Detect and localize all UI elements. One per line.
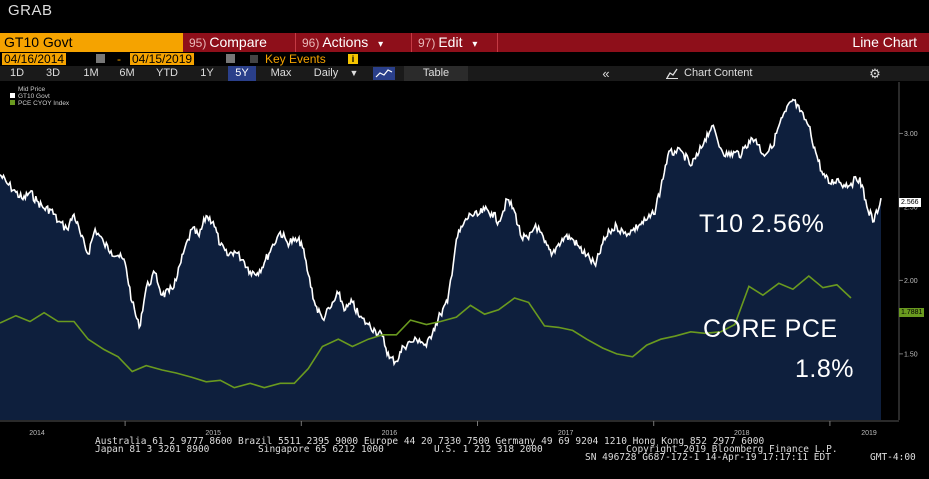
period-1m-button[interactable]: 1M: [83, 67, 99, 79]
footer-contacts-japan: Japan 81 3 3201 8900: [95, 444, 210, 455]
footer-timezone: GMT-4:00: [870, 452, 916, 463]
period-5y-button[interactable]: 5Y: [228, 66, 256, 81]
core-pce-value-annotation: 1.8%: [795, 355, 854, 383]
actions-number: 96): [302, 36, 320, 50]
line-chart-icon[interactable]: [372, 66, 396, 81]
legend-swatch: [10, 93, 15, 98]
legend-header: Mid Price: [18, 86, 46, 93]
separator: [497, 33, 498, 52]
calendar-icon[interactable]: [226, 54, 235, 63]
footer-contacts-singapore: Singapore 65 6212 1000: [258, 444, 384, 455]
app-title: GRAB: [8, 2, 53, 19]
edit-number: 97): [418, 36, 436, 50]
legend: Mid Price GT10 Govt PCE CYOY Index: [10, 86, 69, 107]
calendar-icon[interactable]: [96, 54, 105, 63]
key-events-checkbox[interactable]: [250, 55, 258, 63]
legend-label: GT10 Govt: [18, 93, 50, 100]
date-dash: -: [117, 52, 121, 66]
chart-content-button[interactable]: Chart Content: [684, 67, 753, 79]
y-tick-label: 3.00: [904, 131, 918, 138]
gear-icon[interactable]: ⚙: [869, 66, 881, 81]
legend-label: PCE CYOY Index: [18, 100, 70, 107]
line-chart-svg: 1.50 2.00 2.50 3.00 2014 2015 2016 2017 2018 201…: [0, 82, 918, 437]
separator: [295, 33, 296, 52]
y-tick-label: 2.50: [904, 204, 918, 211]
chart-content-icon[interactable]: [664, 66, 680, 81]
y-tick-label: 2.00: [904, 278, 918, 285]
period-6m-button[interactable]: 6M: [119, 67, 135, 79]
t10-annotation: T10 2.56%: [699, 210, 825, 238]
period-3d-button[interactable]: 3D: [45, 67, 61, 79]
edit-menu-button[interactable]: 97) Edit ▾: [418, 33, 477, 52]
info-icon[interactable]: i: [348, 54, 358, 64]
footer-contacts-us: U.S. 1 212 318 2000: [434, 444, 543, 455]
chevron-down-icon: ▾: [378, 39, 384, 50]
footer-copyright: Copyright 2019 Bloomberg Finance L.P.: [626, 444, 838, 455]
footer: Australia 61 2 9777 8600 Brazil 5511 239…: [0, 436, 929, 474]
x-tick-label: 2014: [29, 430, 45, 437]
period-1y-button[interactable]: 1Y: [200, 67, 214, 79]
x-tick-label: 2019: [861, 430, 877, 437]
command-bar: GT10 Govt 95) Compare 96) Actions ▾ 97) Edi…: [0, 33, 929, 52]
period-1d-button[interactable]: 1D: [9, 67, 25, 79]
chevron-down-icon[interactable]: ▼: [349, 68, 359, 78]
x-tick-label: 2015: [205, 430, 221, 437]
pce-series-line: [0, 274, 852, 389]
ticker-field[interactable]: GT10 Govt: [0, 33, 183, 52]
end-date-field[interactable]: 04/15/2019: [130, 52, 195, 66]
pce-last-value-tag: 1.7881: [899, 308, 925, 317]
grab-title-bar: GRAB: [0, 0, 929, 32]
date-range-row: 04/16/2014 - 04/15/2019 Key Events i: [0, 52, 929, 66]
compare-number: 95): [189, 36, 207, 50]
frequency-label: Daily: [313, 67, 339, 79]
period-ytd-button[interactable]: YTD: [156, 67, 178, 79]
compare-button[interactable]: 95) Compare: [189, 33, 267, 52]
legend-item: PCE CYOY Index: [10, 100, 69, 107]
x-tick-label: 2016: [382, 430, 398, 437]
core-pce-annotation: CORE PCE: [703, 315, 838, 343]
start-date-field[interactable]: 04/16/2014: [2, 52, 67, 66]
collapse-icon[interactable]: «: [602, 66, 610, 81]
chart-type-label[interactable]: Line Chart: [852, 34, 917, 50]
y-tick-label: 1.50: [904, 351, 918, 358]
key-events-label[interactable]: Key Events: [265, 52, 326, 66]
edit-label: Edit: [438, 34, 463, 50]
actions-label: Actions: [322, 34, 369, 50]
x-tick-label: 2017: [558, 430, 574, 437]
chart-area: 1.50 2.00 2.50 3.00 2014 2015 2016 2017 2018 201…: [0, 82, 929, 474]
period-toolbar: 1D 3D 1M 6M YTD 1Y 5Y Max Daily ▼ Table …: [0, 66, 929, 81]
frequency-select[interactable]: Daily: [306, 66, 346, 81]
gt10-last-value-tag: 2.566: [899, 198, 921, 207]
period-max-button[interactable]: Max: [270, 67, 292, 79]
footer-contacts-line1: Australia 61 2 9777 8600 Brazil 5511 239…: [95, 436, 765, 447]
legend-item: GT10 Govt: [10, 93, 69, 100]
actions-menu-button[interactable]: 96) Actions ▾: [302, 33, 383, 52]
table-button[interactable]: Table: [404, 66, 468, 81]
gt10-series-line: [0, 98, 882, 367]
x-tick-label: 2018: [734, 430, 750, 437]
legend-swatch: [10, 100, 15, 105]
separator: [411, 33, 412, 52]
chevron-down-icon: ▾: [472, 39, 478, 50]
footer-session-info: SN 496728 G687-172-1 14-Apr-19 17:17:11 …: [585, 452, 831, 463]
compare-label: Compare: [209, 34, 267, 50]
